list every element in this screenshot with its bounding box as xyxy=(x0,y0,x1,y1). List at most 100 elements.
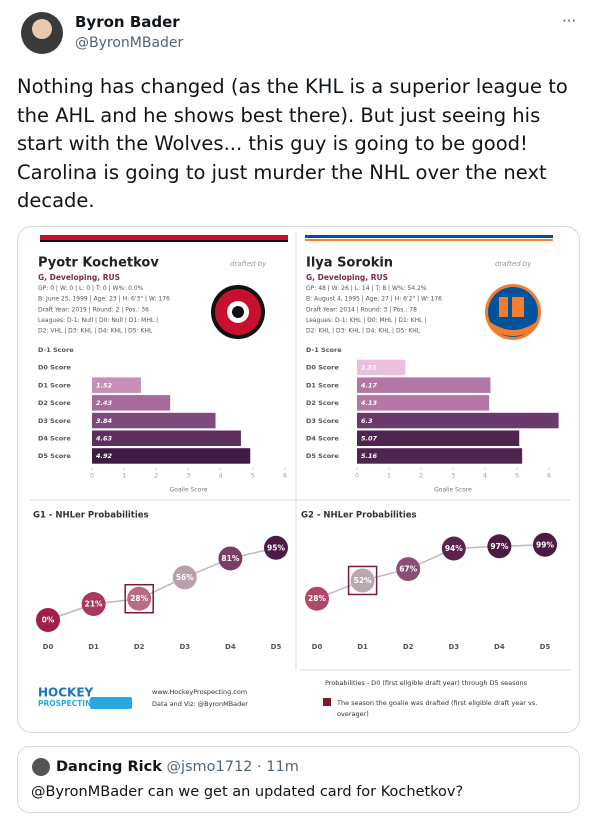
category-label: D5 Score xyxy=(38,452,71,460)
player-detail: B: August 4, 1995 | Age: 27 | H: 6'2" | … xyxy=(306,296,442,303)
player-name: Ilya Sorokin xyxy=(306,256,393,271)
x-tick-label: D4 xyxy=(225,643,236,651)
x-tick-label: D2 xyxy=(403,643,414,651)
probability-dot xyxy=(396,557,421,582)
bar xyxy=(357,359,406,376)
value-label: 56% xyxy=(176,573,194,582)
value-label: 3.84 xyxy=(96,417,113,425)
probability-dot xyxy=(81,592,106,617)
x-tick-label: 6 xyxy=(547,473,551,480)
bar xyxy=(357,448,523,464)
value-label: 1.51 xyxy=(361,364,377,372)
logo-text: HOCKEY xyxy=(38,686,94,700)
category-label: D-1 Score xyxy=(38,346,74,354)
category-label: D3 Score xyxy=(306,417,339,425)
player-detail: Draft Year: 2019 | Round: 2 | Pos.: 36 xyxy=(38,306,149,313)
probability-dot xyxy=(127,586,152,611)
author-name[interactable]: Byron Bader xyxy=(75,13,180,31)
value-label: 4.92 xyxy=(96,452,113,460)
bar xyxy=(92,448,251,464)
quote-time: 11m xyxy=(266,759,299,775)
probability-dot xyxy=(264,535,288,560)
probability-dot xyxy=(36,608,60,632)
site: www.HockeyProspecting.com xyxy=(152,688,247,696)
x-tick-label: 3 xyxy=(451,473,455,480)
avatar-face xyxy=(32,19,52,39)
probability-dot xyxy=(533,532,557,557)
x-tick-label: D0 xyxy=(312,643,323,651)
quote-text: @ByronMBader can we get an updated card … xyxy=(31,784,464,800)
player-detail: G, Developing, RUS xyxy=(38,273,120,282)
x-tick-label: 3 xyxy=(187,473,191,480)
probability-dot xyxy=(350,568,375,593)
value-label: 4.17 xyxy=(361,381,378,389)
islanders-logo xyxy=(485,284,541,340)
x-tick-label: D2 xyxy=(134,643,145,651)
value-label: 4.63 xyxy=(96,435,113,443)
team-stripe xyxy=(40,235,288,240)
category-label: D1 Score xyxy=(38,381,71,389)
player-detail: D2: KHL | D3: KHL | D4: KHL | D5: KHL xyxy=(306,328,421,335)
image-card[interactable] xyxy=(17,226,580,733)
x-tick-label: 4 xyxy=(219,473,223,480)
x-axis-label: Goalie Score xyxy=(170,487,208,494)
category-label: D-1 Score xyxy=(306,346,342,354)
player-detail: D2: VHL | D3: KHL | D4: KHL | D5: KHL xyxy=(38,328,153,335)
value-label: 4.13 xyxy=(361,399,378,407)
category-label: D2 Score xyxy=(306,399,339,407)
legend-text: The season the goalie was drafted (first… xyxy=(337,699,538,718)
category-label: D5 Score xyxy=(306,452,339,460)
panel-title: G1 - NHLer Probabilities xyxy=(33,511,149,521)
quote-handle[interactable]: @jsmo1712 xyxy=(166,759,253,775)
value-label: 67% xyxy=(399,565,417,574)
logo-icon xyxy=(90,697,132,709)
player-detail: G, Developing, RUS xyxy=(306,273,388,282)
value-label: 94% xyxy=(445,544,463,553)
value-label: 2.43 xyxy=(96,399,113,407)
quote-card[interactable] xyxy=(17,746,580,813)
note: Probabilities - D0 (first eligible draft… xyxy=(325,679,528,687)
x-tick-label: D4 xyxy=(494,643,505,651)
x-tick-label: D0 xyxy=(43,643,54,651)
category-label: D4 Score xyxy=(306,435,339,443)
value-label: 5.07 xyxy=(361,435,378,443)
x-tick-label: 4 xyxy=(483,473,487,480)
x-tick-label: D3 xyxy=(179,643,190,651)
value-label: 6.3 xyxy=(361,417,373,425)
player-detail: B: June 25, 1999 | Age: 23 | H: 6'3" | W… xyxy=(38,296,170,303)
x-tick-label: D1 xyxy=(357,643,368,651)
probability-dot xyxy=(487,534,512,559)
player-detail: Leagues: D-1: Null | D0: Null | D1: MHL … xyxy=(38,317,158,324)
bar xyxy=(92,377,141,393)
value-label: 99% xyxy=(536,540,554,549)
x-tick-label: 0 xyxy=(90,473,94,480)
probability-dot xyxy=(305,586,329,611)
x-tick-label: 5 xyxy=(251,473,255,480)
player-detail: GP: 48 | W: 26 | L: 14 | T: 8 | W%: 54.2… xyxy=(306,285,427,292)
value-label: 97% xyxy=(490,542,508,551)
category-label: D1 Score xyxy=(306,381,339,389)
bar xyxy=(357,412,559,429)
drafted-marker xyxy=(347,565,378,596)
hurricanes-logo xyxy=(211,285,265,339)
tweet-text: Nothing has changed (as the KHL is a sup… xyxy=(17,75,568,212)
category-label: D0 Score xyxy=(306,364,339,372)
x-tick-label: D3 xyxy=(448,643,459,651)
credit: Data and Viz: @ByronMBader xyxy=(152,700,248,708)
drafted-by: drafted by xyxy=(230,260,267,268)
quote-avatar xyxy=(32,758,50,776)
x-tick-label: 2 xyxy=(419,473,423,480)
category-label: D3 Score xyxy=(38,417,71,425)
x-tick-label: 1 xyxy=(122,473,126,480)
probability-dot xyxy=(218,546,243,571)
x-tick-label: 5 xyxy=(515,473,519,480)
quote-name[interactable]: Dancing Rick xyxy=(56,759,162,775)
more-button[interactable]: ··· xyxy=(562,12,577,30)
team-stripe xyxy=(305,239,553,241)
value-label: 52% xyxy=(354,576,372,585)
author-handle[interactable]: @ByronMBader xyxy=(75,35,184,51)
probability-dot xyxy=(172,565,197,590)
player-detail: Leagues: D-1: KHL | D0: MHL | D1: KHL | xyxy=(306,317,426,324)
separator: · xyxy=(257,759,262,775)
